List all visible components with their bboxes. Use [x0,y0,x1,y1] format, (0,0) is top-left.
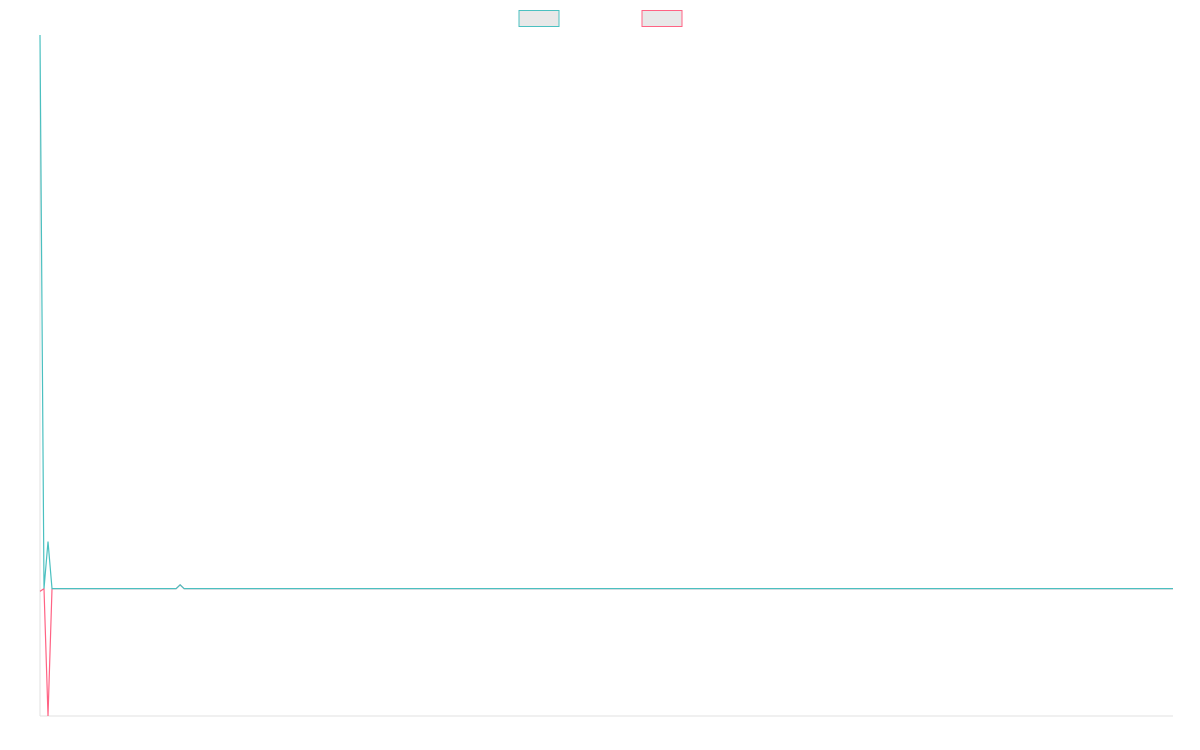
series-line [39,583,1173,717]
legend-swatch [641,10,683,27]
legend-swatch [518,10,560,27]
series-line [39,34,1173,590]
